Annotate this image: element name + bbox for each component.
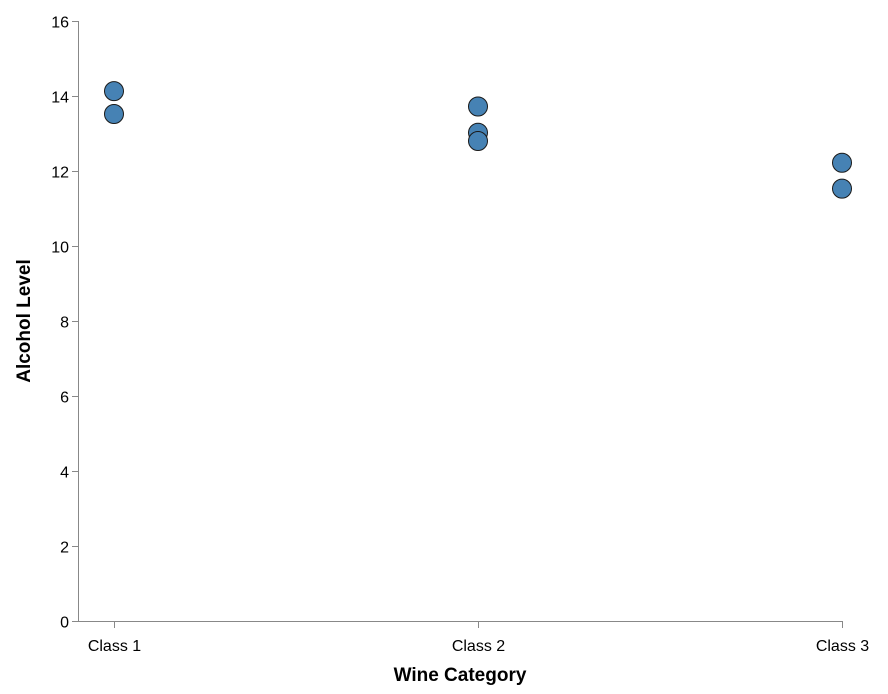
y-tick-label: 4 — [60, 465, 69, 482]
y-tick-label: 16 — [51, 15, 69, 32]
y-tick-label: 10 — [51, 240, 69, 257]
data-point — [104, 104, 124, 124]
x-axis-title: Wine Category — [394, 665, 527, 686]
y-tick-label: 6 — [60, 390, 69, 407]
y-tick-label: 8 — [60, 315, 69, 332]
x-tick-label: Class 1 — [88, 638, 141, 655]
data-point — [468, 96, 488, 117]
y-axis: 0 2 4 6 8 10 12 14 16 — [51, 15, 79, 632]
y-tick-label: 12 — [51, 165, 69, 182]
x-tick-label: Class 2 — [452, 638, 505, 655]
x-tick-label: Class 3 — [816, 638, 869, 655]
data-point — [468, 131, 488, 151]
data-point — [832, 152, 852, 173]
y-tick-label: 0 — [60, 615, 69, 632]
y-tick-label: 14 — [51, 90, 69, 107]
data-point — [104, 81, 124, 102]
data-point — [832, 178, 852, 199]
data-points — [104, 81, 852, 199]
x-axis: Class 1 Class 2 Class 3 — [78, 621, 869, 655]
y-axis-title: Alcohol Level — [14, 259, 35, 383]
y-tick-label: 2 — [60, 540, 69, 557]
